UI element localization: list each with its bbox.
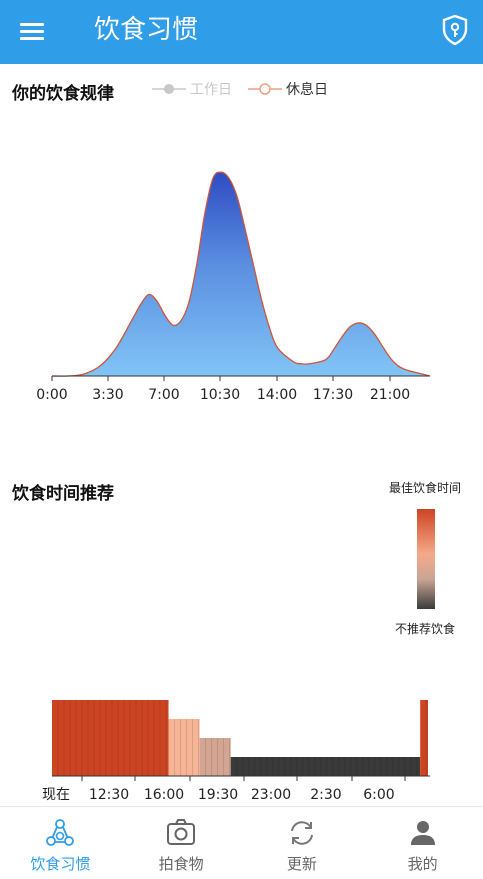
legend-line-icon: [248, 83, 282, 95]
legend-rest[interactable]: 休息日: [248, 79, 328, 99]
legend-workday[interactable]: 工作日: [152, 79, 232, 99]
recommend-title: 饮食时间推荐: [12, 484, 114, 504]
pattern-title: 你的饮食规律: [12, 84, 114, 104]
x-tick-label: 14:00: [257, 387, 297, 403]
nav-update[interactable]: 更新: [242, 807, 363, 879]
app-bar: 饮食习惯: [0, 0, 483, 64]
scale-top-label: 最佳饮食时间: [389, 481, 462, 495]
legend-rest-label: 休息日: [286, 82, 328, 98]
x-tick-label: 16:00: [144, 787, 184, 803]
nav-label: 更新: [286, 855, 317, 873]
nav-photo-food[interactable]: 拍食物: [121, 807, 242, 879]
nav-label: 拍食物: [158, 855, 204, 873]
x-tick-label: 17:30: [313, 387, 353, 403]
menu-icon[interactable]: [18, 18, 46, 46]
diet-habit-icon: [46, 819, 75, 846]
shield-lock-icon[interactable]: [441, 14, 469, 46]
series-line: [51, 171, 431, 377]
time-segment: [230, 757, 421, 776]
page-title: 饮食习惯: [94, 15, 199, 45]
x-tick-label: 12:30: [89, 787, 129, 803]
recommend-scale: [417, 509, 435, 609]
person-icon: [410, 821, 435, 845]
time-segment: [420, 700, 428, 776]
recommend-time-chart: 现在 12:30 16:00 19:30 23:00 2:30 6:00: [42, 700, 430, 803]
camera-icon: [167, 819, 196, 845]
bottom-nav: 饮食习惯 拍食物 更新 我的: [0, 806, 483, 879]
refresh-icon: [290, 821, 313, 845]
x-tick-label: 23:00: [251, 787, 291, 803]
nav-label: 饮食习惯: [30, 855, 91, 873]
chart-legend: 工作日 休息日: [152, 78, 344, 100]
nav-label: 我的: [407, 855, 438, 873]
x-tick-label: 7:00: [148, 387, 179, 403]
nav-mine[interactable]: 我的: [362, 807, 483, 879]
series-area: [52, 172, 430, 377]
x-tick-label: 10:30: [200, 387, 240, 403]
time-segment: [199, 738, 231, 776]
x-tick-label: 21:00: [370, 387, 410, 403]
x-tick-label: 6:00: [363, 787, 394, 803]
x-tick-label: 0:00: [36, 387, 67, 403]
eating-pattern-chart: 0:00 3:30 7:00 10:30 14:00 17:30 21:00: [36, 171, 431, 403]
time-segment: [168, 719, 200, 776]
x-tick-label: 3:30: [92, 387, 123, 403]
time-segment: [52, 700, 169, 776]
legend-line-icon: [152, 84, 186, 94]
x-tick-label: 现在: [42, 787, 70, 803]
nav-diet-habit[interactable]: 饮食习惯: [0, 807, 121, 879]
legend-workday-label: 工作日: [190, 82, 232, 98]
scale-bottom-label: 不推荐饮食: [395, 622, 456, 636]
x-tick-label: 19:30: [198, 787, 238, 803]
x-tick-label: 2:30: [310, 787, 341, 803]
